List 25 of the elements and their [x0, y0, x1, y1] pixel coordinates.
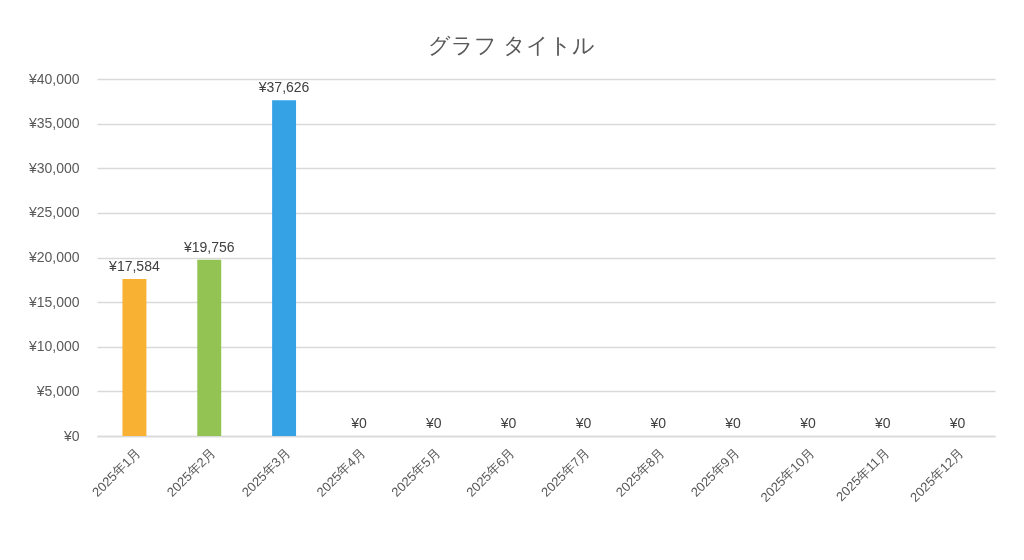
y-tick-label: ¥10,000	[27, 338, 80, 355]
y-tick-label: ¥0	[62, 427, 80, 444]
y-tick-label: ¥15,000	[27, 293, 80, 310]
data-label: ¥0	[649, 415, 667, 431]
y-tick-label: ¥30,000	[27, 159, 80, 176]
chart-title: グラフ タイトル	[428, 33, 596, 58]
data-label: ¥0	[948, 415, 966, 431]
data-label: ¥0	[799, 415, 816, 431]
data-label: ¥19,756	[182, 238, 235, 255]
data-label: ¥37,626	[257, 79, 310, 96]
data-label: ¥0	[424, 415, 442, 431]
data-label: ¥17,584	[108, 258, 160, 275]
y-tick-label: ¥35,000	[27, 115, 80, 132]
data-label: ¥0	[350, 415, 367, 431]
bar	[197, 259, 222, 436]
data-label: ¥0	[873, 415, 891, 431]
bar	[122, 279, 147, 436]
y-tick-label: ¥25,000	[27, 204, 80, 221]
y-tick-label: ¥20,000	[27, 249, 80, 265]
data-label: ¥0	[499, 415, 517, 431]
data-label: ¥0	[574, 415, 592, 431]
y-tick-label: ¥40,000	[27, 70, 80, 87]
y-tick-label: ¥5,000	[35, 382, 80, 399]
bar	[272, 100, 297, 436]
data-label: ¥0	[724, 415, 742, 431]
